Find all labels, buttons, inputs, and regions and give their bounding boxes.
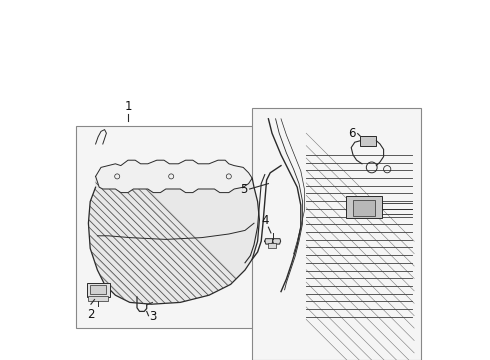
Bar <box>90 285 106 294</box>
Polygon shape <box>265 239 273 244</box>
Text: 2: 2 <box>87 308 95 321</box>
Bar <box>252 108 421 360</box>
Text: 6: 6 <box>348 127 356 140</box>
Text: 1: 1 <box>124 100 132 113</box>
Bar <box>269 243 276 248</box>
Bar <box>353 200 374 216</box>
Bar <box>76 126 263 328</box>
Polygon shape <box>96 160 252 193</box>
Bar <box>360 136 376 146</box>
Polygon shape <box>88 176 259 304</box>
Text: 5: 5 <box>241 183 248 195</box>
Text: 4: 4 <box>261 214 269 227</box>
Polygon shape <box>273 239 281 244</box>
Bar <box>87 283 110 297</box>
Bar <box>88 296 108 301</box>
Bar <box>346 196 382 218</box>
Text: 3: 3 <box>149 310 157 323</box>
